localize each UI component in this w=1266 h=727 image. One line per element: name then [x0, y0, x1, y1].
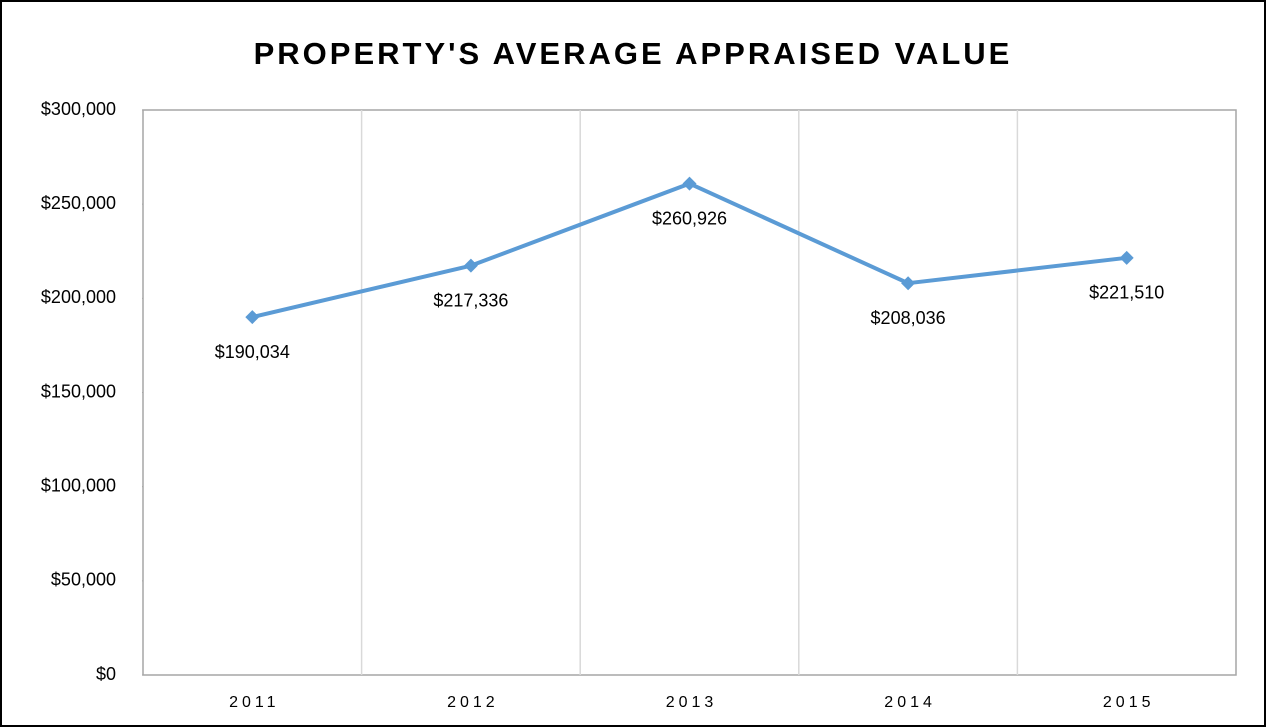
x-tick-label: 2014 [884, 694, 936, 711]
data-label: $217,336 [433, 290, 508, 310]
x-tick-label: 2012 [447, 694, 499, 711]
x-tick-label: 2011 [229, 694, 279, 711]
marker [1119, 250, 1134, 265]
y-tick-label: $50,000 [51, 570, 116, 590]
marker [682, 176, 697, 191]
data-label: $221,510 [1089, 283, 1164, 303]
data-label: $190,034 [215, 342, 290, 362]
x-tick-label: 2013 [666, 694, 718, 711]
y-tick-label: $300,000 [41, 99, 116, 119]
marker [245, 310, 260, 325]
marker [463, 258, 478, 273]
y-tick-label: $200,000 [41, 287, 116, 307]
x-tick-label: 2015 [1103, 694, 1155, 711]
data-label: $260,926 [652, 208, 727, 228]
y-tick-label: $100,000 [41, 475, 116, 495]
y-tick-label: $250,000 [41, 193, 116, 213]
y-tick-label: $150,000 [41, 381, 116, 401]
marker [901, 276, 916, 291]
data-label: $208,036 [871, 308, 946, 328]
chart-title: PROPERTY'S AVERAGE APPRAISED VALUE [254, 36, 1013, 71]
y-tick-label: $0 [96, 664, 116, 684]
